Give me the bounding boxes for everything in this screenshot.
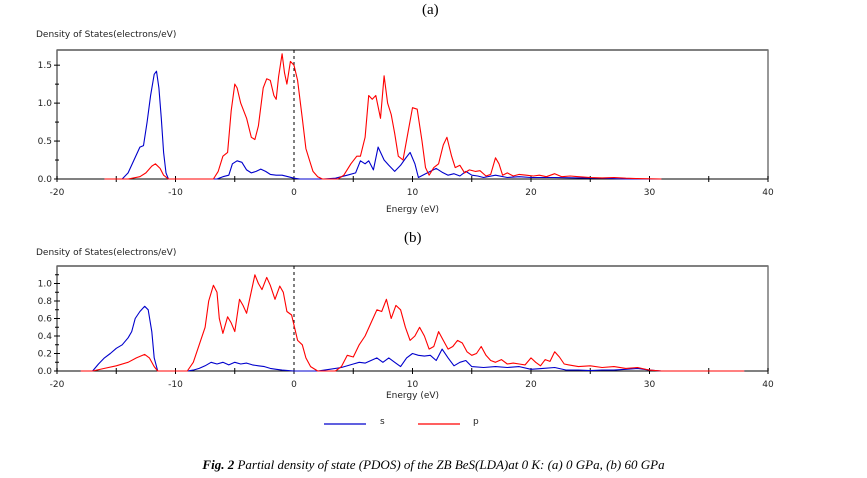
legend-label-p: p [473, 417, 479, 427]
panel-a-ylabel: Density of States(electrons/eV) [36, 30, 177, 40]
panel-a-y-tick-label: 1.0 [38, 99, 53, 109]
panel-b-x-tick-label: -20 [50, 380, 65, 390]
panel-b-y-tick-label: 0.8 [38, 297, 53, 307]
panel-b-ylabel: Density of States(electrons/eV) [36, 248, 177, 258]
panel-b-x-tick-label: 10 [407, 380, 419, 390]
panel-a-x-tick-label: 40 [762, 188, 774, 198]
panel-b-plot-frame [56, 265, 769, 372]
panel-a-x-tick-label: -20 [50, 188, 65, 198]
panel-a-x-tick-label: 20 [525, 188, 537, 198]
panel-a-series-p-line [104, 53, 662, 180]
panel-a-x-axis-label: Energy (eV) [386, 205, 439, 215]
panel-b-label: (b) [404, 230, 422, 246]
panel-b-series-s-line [80, 305, 745, 372]
panel-b-y-tick-label: 1.0 [38, 280, 53, 290]
panel-b-x-axis-label: Energy (eV) [386, 391, 439, 401]
panel-a-label: (a) [422, 2, 439, 18]
panel-a-x-tick-label: -10 [168, 188, 183, 198]
panel-a-y-tick-label: 0.5 [38, 137, 52, 147]
panel-b-y-tick-label: 0.2 [38, 350, 52, 360]
panel-b-x-tick-label: 40 [762, 380, 774, 390]
panel-b-y-tick-label: 0.0 [38, 367, 53, 377]
panel-b-x-tick-label: -10 [168, 380, 183, 390]
panel-b-x-tick-label: 20 [525, 380, 537, 390]
panel-a-x-tick-label: 30 [644, 188, 656, 198]
panel-a-x-tick-label: 10 [407, 188, 419, 198]
legend-label-s: s [380, 417, 385, 427]
caption-fig-label: Fig. 2 [202, 457, 235, 472]
panel-b-x-tick-label: 0 [291, 380, 297, 390]
panel-b-y-tick-label: 0.6 [38, 315, 53, 325]
figure-caption: Fig. 2 Partial density of state (PDOS) o… [0, 457, 867, 473]
caption-text: Partial density of state (PDOS) of the Z… [237, 457, 665, 472]
panel-b-y-tick-label: 0.4 [38, 332, 53, 342]
panel-b-x-tick-label: 30 [644, 380, 656, 390]
panel-a-plot-frame [56, 49, 769, 180]
panel-a-series-s-line [104, 70, 662, 180]
panel-b-series-p-line [80, 274, 745, 372]
panel-a-x-tick-label: 0 [291, 188, 297, 198]
panel-a-y-tick-label: 1.5 [38, 61, 52, 71]
panel-a-y-tick-label: 0.0 [38, 175, 53, 185]
